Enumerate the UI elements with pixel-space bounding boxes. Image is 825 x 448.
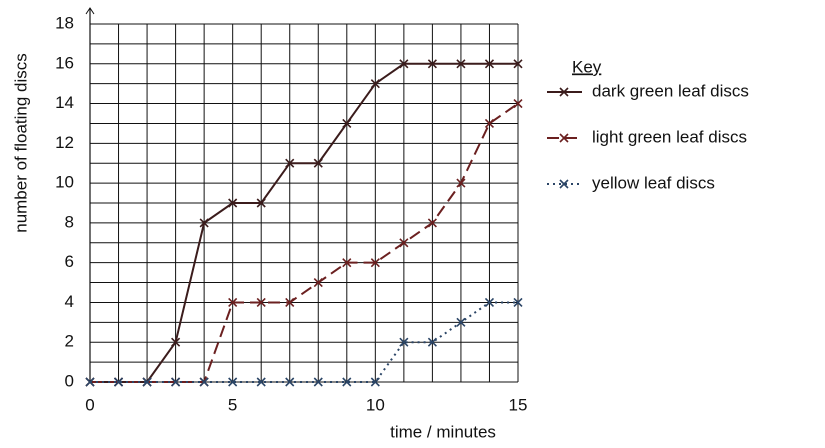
point	[256, 377, 266, 387]
point	[342, 258, 352, 268]
y-tick-label: 12	[55, 133, 74, 152]
point	[285, 297, 295, 308]
y-tick-label: 2	[65, 332, 74, 351]
point	[171, 377, 181, 387]
point	[427, 59, 437, 69]
legend-label: dark green leaf discs	[592, 81, 749, 100]
point	[285, 377, 295, 387]
point	[285, 158, 295, 168]
point	[342, 377, 352, 387]
point	[228, 297, 238, 308]
point	[456, 59, 466, 69]
point	[370, 79, 380, 89]
point	[513, 297, 523, 308]
point	[456, 317, 466, 327]
y-tick-label: 0	[65, 371, 74, 390]
point	[199, 218, 209, 228]
point	[256, 198, 266, 208]
point	[313, 277, 323, 288]
y-axis-arrow	[85, 7, 95, 15]
point	[171, 337, 181, 347]
legend-marker	[559, 133, 569, 143]
point	[228, 198, 238, 208]
point	[484, 59, 495, 69]
point	[399, 59, 409, 69]
x-axis-label: time / minutes	[390, 422, 496, 441]
legend-marker	[559, 179, 569, 189]
point	[142, 377, 152, 387]
point	[313, 377, 323, 387]
point	[399, 238, 409, 248]
y-tick-label: 6	[65, 252, 74, 271]
y-tick-label: 18	[55, 13, 74, 32]
point	[256, 297, 266, 308]
legend-label: yellow leaf discs	[592, 173, 715, 192]
legend-label: light green leaf discs	[592, 127, 747, 146]
point	[399, 337, 409, 347]
point	[370, 258, 380, 268]
y-tick-label: 10	[55, 173, 74, 192]
point	[456, 178, 466, 188]
legend-marker	[559, 87, 569, 97]
series-line	[90, 102, 519, 383]
point	[513, 98, 523, 109]
series-line	[90, 62, 518, 383]
point	[427, 337, 437, 347]
x-tick-label: 0	[85, 395, 94, 414]
point	[342, 118, 352, 129]
point	[513, 59, 523, 69]
y-tick-label: 16	[55, 53, 74, 72]
point	[484, 118, 495, 129]
point	[484, 297, 495, 308]
legend-title: Key	[572, 57, 602, 76]
point	[313, 158, 323, 168]
y-tick-label: 14	[55, 93, 74, 112]
y-tick-label: 8	[65, 212, 74, 231]
y-tick-label: 4	[65, 292, 74, 311]
x-tick-label: 10	[366, 395, 385, 414]
point	[113, 377, 124, 387]
point	[370, 377, 380, 387]
point	[228, 377, 238, 387]
point	[85, 377, 95, 387]
y-axis-label: number of floating discs	[11, 53, 30, 233]
x-tick-label: 15	[509, 395, 528, 414]
x-tick-label: 5	[228, 395, 237, 414]
point	[199, 377, 209, 387]
point	[427, 218, 437, 228]
